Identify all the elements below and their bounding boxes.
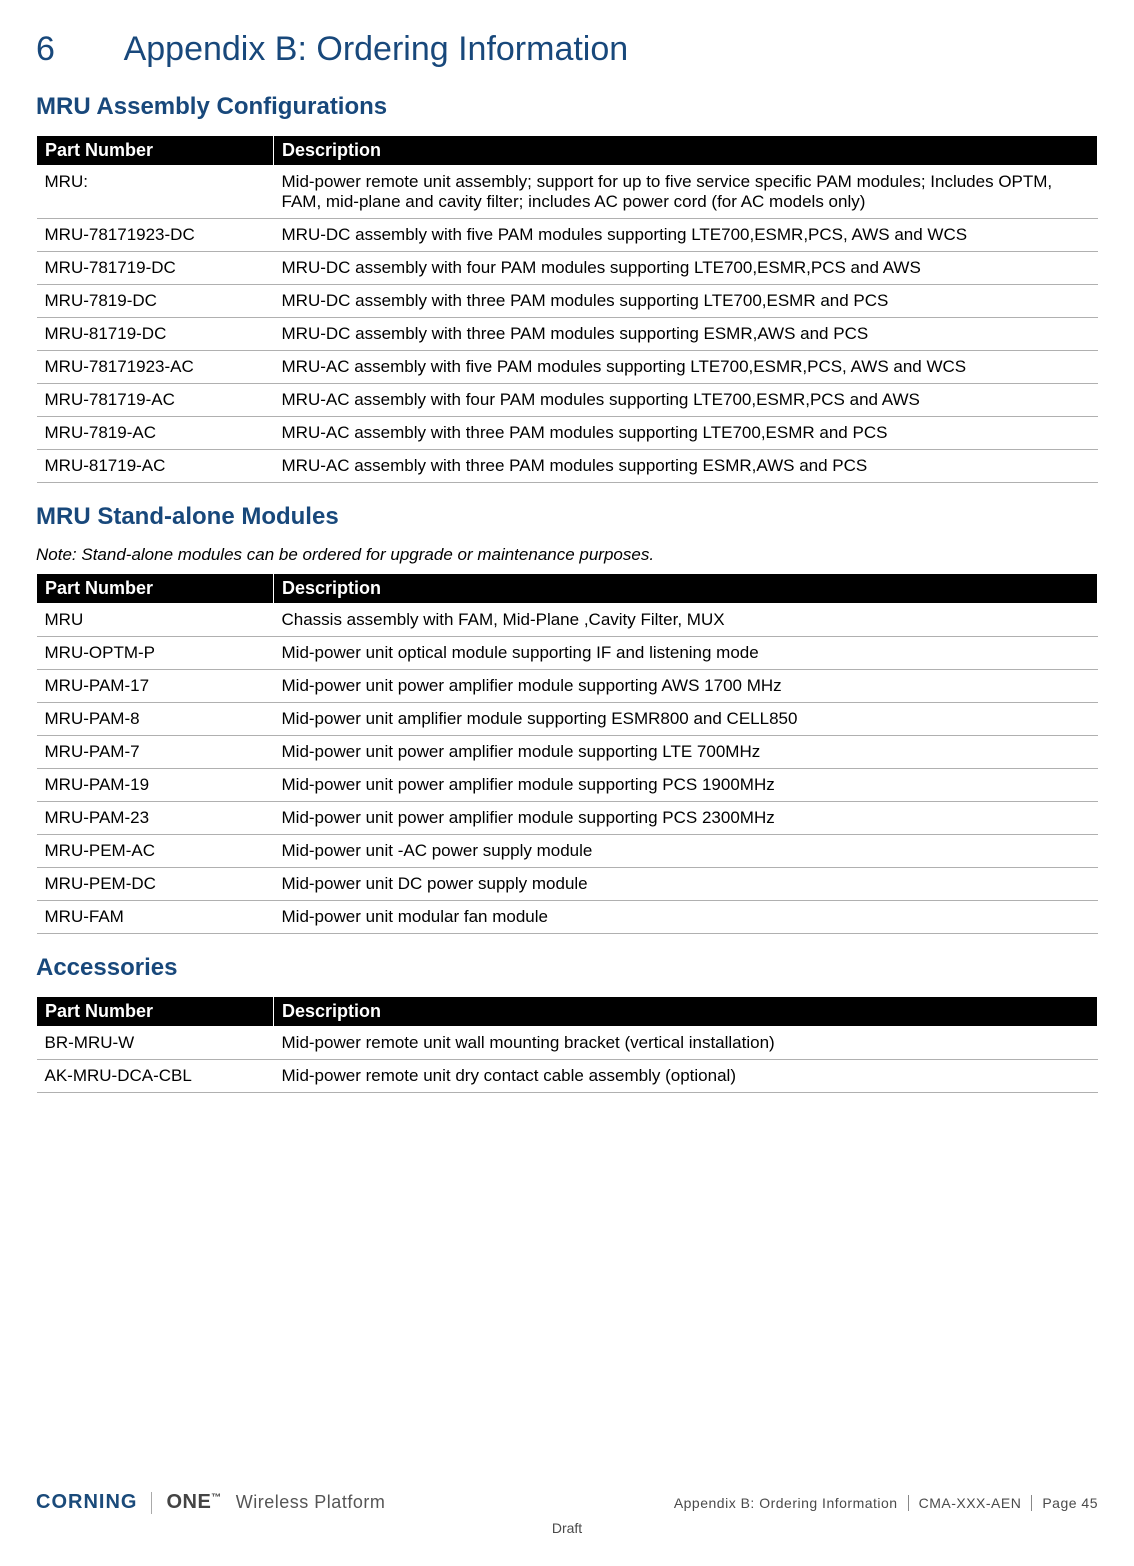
section-heading: Accessories bbox=[36, 954, 1098, 982]
cell-description: Mid-power unit amplifier module supporti… bbox=[274, 703, 1098, 736]
table-row: MRU-PEM-ACMid-power unit -AC power suppl… bbox=[37, 835, 1098, 868]
table-row: MRU-OPTM-PMid-power unit optical module … bbox=[37, 637, 1098, 670]
table-row: MRU-PAM-8Mid-power unit amplifier module… bbox=[37, 703, 1098, 736]
cell-description: MRU-DC assembly with four PAM modules su… bbox=[274, 252, 1098, 285]
table-row: MRU-PAM-23Mid-power unit power amplifier… bbox=[37, 802, 1098, 835]
cell-description: Mid-power remote unit assembly; support … bbox=[274, 166, 1098, 219]
cell-part-number: MRU-PAM-19 bbox=[37, 769, 274, 802]
cell-description: Mid-power unit -AC power supply module bbox=[274, 835, 1098, 868]
cell-part-number: MRU-781719-AC bbox=[37, 384, 274, 417]
table-row: MRU-781719-DCMRU-DC assembly with four P… bbox=[37, 252, 1098, 285]
divider-icon bbox=[1031, 1495, 1032, 1511]
brand-block: CORNING ONE™ Wireless Platform bbox=[36, 1491, 385, 1514]
cell-part-number: MRU-PAM-7 bbox=[37, 736, 274, 769]
col-header-desc: Description bbox=[274, 997, 1098, 1027]
footer-pagenum: Page 45 bbox=[1042, 1495, 1098, 1511]
cell-part-number: MRU-81719-DC bbox=[37, 318, 274, 351]
cell-part-number: MRU bbox=[37, 604, 274, 637]
table-row: MRU-PAM-7Mid-power unit power amplifier … bbox=[37, 736, 1098, 769]
section-note: Note: Stand-alone modules can be ordered… bbox=[36, 545, 1098, 565]
cell-part-number: MRU: bbox=[37, 166, 274, 219]
cell-description: MRU-DC assembly with five PAM modules su… bbox=[274, 219, 1098, 252]
section-heading: MRU Stand-alone Modules bbox=[36, 503, 1098, 531]
cell-part-number: MRU-PEM-AC bbox=[37, 835, 274, 868]
cell-description: Mid-power unit DC power supply module bbox=[274, 868, 1098, 901]
table-row: MRU:Mid-power remote unit assembly; supp… bbox=[37, 166, 1098, 219]
chapter-title: Appendix B: Ordering Information bbox=[124, 30, 629, 68]
cell-description: MRU-DC assembly with three PAM modules s… bbox=[274, 285, 1098, 318]
cell-part-number: MRU-PAM-8 bbox=[37, 703, 274, 736]
assembly-config-table: Part Number Description MRU:Mid-power re… bbox=[36, 135, 1098, 483]
cell-part-number: MRU-FAM bbox=[37, 901, 274, 934]
cell-part-number: MRU-OPTM-P bbox=[37, 637, 274, 670]
cell-description: Mid-power remote unit dry contact cable … bbox=[274, 1060, 1098, 1093]
table-row: MRU-PEM-DCMid-power unit DC power supply… bbox=[37, 868, 1098, 901]
divider-icon bbox=[908, 1495, 909, 1511]
cell-part-number: MRU-7819-AC bbox=[37, 417, 274, 450]
col-header-desc: Description bbox=[274, 136, 1098, 166]
table-row: MRU-PAM-17Mid-power unit power amplifier… bbox=[37, 670, 1098, 703]
cell-description: Mid-power unit optical module supporting… bbox=[274, 637, 1098, 670]
cell-description: Mid-power unit power amplifier module su… bbox=[274, 802, 1098, 835]
col-header-desc: Description bbox=[274, 574, 1098, 604]
col-header-pn: Part Number bbox=[37, 574, 274, 604]
cell-description: MRU-AC assembly with five PAM modules su… bbox=[274, 351, 1098, 384]
chapter-number: 6 bbox=[36, 30, 116, 69]
brand-corning: CORNING bbox=[36, 1491, 137, 1514]
footer-docnum: CMA-XXX-AEN bbox=[919, 1495, 1022, 1511]
table-row: AK-MRU-DCA-CBLMid-power remote unit dry … bbox=[37, 1060, 1098, 1093]
cell-description: Mid-power unit power amplifier module su… bbox=[274, 670, 1098, 703]
cell-description: Mid-power unit power amplifier module su… bbox=[274, 736, 1098, 769]
table-row: MRUChassis assembly with FAM, Mid-Plane … bbox=[37, 604, 1098, 637]
cell-part-number: MRU-7819-DC bbox=[37, 285, 274, 318]
cell-description: MRU-DC assembly with three PAM modules s… bbox=[274, 318, 1098, 351]
footer-draft: Draft bbox=[36, 1520, 1098, 1536]
divider-icon bbox=[151, 1492, 152, 1514]
table-row: MRU-781719-ACMRU-AC assembly with four P… bbox=[37, 384, 1098, 417]
cell-part-number: MRU-PEM-DC bbox=[37, 868, 274, 901]
accessories-table: Part Number Description BR-MRU-WMid-powe… bbox=[36, 996, 1098, 1093]
standalone-modules-table: Part Number Description MRUChassis assem… bbox=[36, 573, 1098, 934]
table-row: MRU-81719-ACMRU-AC assembly with three P… bbox=[37, 450, 1098, 483]
col-header-pn: Part Number bbox=[37, 136, 274, 166]
cell-part-number: MRU-81719-AC bbox=[37, 450, 274, 483]
cell-part-number: MRU-PAM-23 bbox=[37, 802, 274, 835]
cell-description: Chassis assembly with FAM, Mid-Plane ,Ca… bbox=[274, 604, 1098, 637]
cell-description: Mid-power unit modular fan module bbox=[274, 901, 1098, 934]
cell-description: Mid-power unit power amplifier module su… bbox=[274, 769, 1098, 802]
footer-section: Appendix B: Ordering Information bbox=[674, 1495, 898, 1511]
cell-description: MRU-AC assembly with three PAM modules s… bbox=[274, 450, 1098, 483]
table-row: MRU-78171923-ACMRU-AC assembly with five… bbox=[37, 351, 1098, 384]
section-heading: MRU Assembly Configurations bbox=[36, 93, 1098, 121]
cell-part-number: MRU-78171923-AC bbox=[37, 351, 274, 384]
cell-part-number: AK-MRU-DCA-CBL bbox=[37, 1060, 274, 1093]
cell-description: MRU-AC assembly with four PAM modules su… bbox=[274, 384, 1098, 417]
table-row: MRU-PAM-19Mid-power unit power amplifier… bbox=[37, 769, 1098, 802]
table-row: MRU-FAMMid-power unit modular fan module bbox=[37, 901, 1098, 934]
cell-description: MRU-AC assembly with three PAM modules s… bbox=[274, 417, 1098, 450]
cell-part-number: MRU-78171923-DC bbox=[37, 219, 274, 252]
table-row: MRU-7819-DCMRU-DC assembly with three PA… bbox=[37, 285, 1098, 318]
footer-right: Appendix B: Ordering Information CMA-XXX… bbox=[674, 1495, 1098, 1511]
cell-description: Mid-power remote unit wall mounting brac… bbox=[274, 1027, 1098, 1060]
table-row: BR-MRU-WMid-power remote unit wall mount… bbox=[37, 1027, 1098, 1060]
cell-part-number: MRU-PAM-17 bbox=[37, 670, 274, 703]
page-footer: CORNING ONE™ Wireless Platform Appendix … bbox=[36, 1491, 1098, 1536]
brand-platform: Wireless Platform bbox=[236, 1492, 386, 1513]
col-header-pn: Part Number bbox=[37, 997, 274, 1027]
brand-one: ONE™ bbox=[166, 1491, 221, 1514]
table-row: MRU-7819-ACMRU-AC assembly with three PA… bbox=[37, 417, 1098, 450]
cell-part-number: BR-MRU-W bbox=[37, 1027, 274, 1060]
table-row: MRU-78171923-DCMRU-DC assembly with five… bbox=[37, 219, 1098, 252]
cell-part-number: MRU-781719-DC bbox=[37, 252, 274, 285]
table-row: MRU-81719-DCMRU-DC assembly with three P… bbox=[37, 318, 1098, 351]
page-title: 6 Appendix B: Ordering Information bbox=[36, 30, 1098, 69]
